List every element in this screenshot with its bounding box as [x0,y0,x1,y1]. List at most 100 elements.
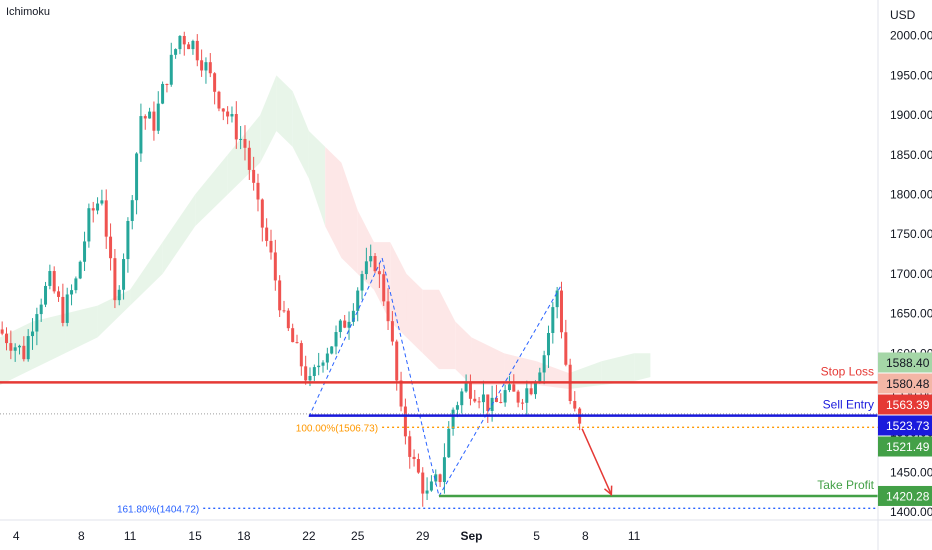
candle-body [525,388,529,403]
candle-body [148,111,152,119]
candle-body [533,382,537,395]
stop-loss-label: Stop Loss [821,364,874,378]
candle-body [512,384,516,392]
target-arrow-head [603,485,613,497]
candle-body [395,341,399,381]
cloud-segment [292,91,309,179]
candle-body [113,258,117,301]
candle-body [304,366,308,381]
harmonic-ab-line [381,257,440,497]
candle-body [200,60,204,71]
candle-body [291,328,295,343]
y-tick-label: 1900.00 [890,108,932,122]
candle-body [282,310,286,312]
cloud-segment [406,273,423,354]
cloud-segment [227,115,261,195]
candle-body [117,289,121,301]
candle-body [494,397,498,403]
candle-body [317,365,321,368]
candle-body [325,353,329,363]
candle-body [130,200,134,221]
candle-body [48,271,52,286]
candle-body [369,256,373,262]
candle-body [31,331,35,337]
cloud-segment [390,242,407,338]
cloud-segment [0,321,33,386]
candle-body [39,304,43,315]
candle-body [139,116,143,154]
candle-body [312,367,316,376]
y-tick-label: 1750.00 [890,227,932,241]
candle-body [555,290,559,308]
candle-body [234,114,238,140]
y-tick-label: 1950.00 [890,68,932,82]
cloud-segment [65,305,98,354]
candle-body [87,208,91,242]
candle-body [221,108,225,112]
x-tick-label: 25 [351,529,365,543]
tag-1563-bg [878,394,932,415]
y-tick-label: 1800.00 [890,188,932,202]
candle-body [226,111,230,117]
cloud-segment [373,242,391,322]
candle-body [269,240,273,253]
candle-body [161,83,165,104]
sell-entry-label: Sell Entry [823,398,874,412]
cloud-segment [260,75,277,163]
tag-1580-bg [878,373,932,394]
candle-body [573,400,577,409]
candle-body [403,406,407,437]
candle-body [126,220,130,260]
candle-body [91,208,95,211]
candle-body [503,390,507,403]
candle-body [377,271,381,275]
candle-body [334,332,338,347]
candle-body [299,343,303,367]
price-tags: 1588.40 1580.48 1563.39 1523.73 1521.49 1420.… [878,352,932,506]
candle-body [343,320,347,328]
candle-body [434,474,438,482]
cloud-segment [341,162,358,274]
candle-body [0,329,4,334]
x-tick-label: 4 [13,529,20,543]
cloud-segment [536,361,570,390]
candle-body [208,62,212,74]
candle-body [429,481,433,491]
candle-body [213,73,217,92]
candle-body [135,153,139,201]
candle-body [338,320,342,333]
candle-body [278,280,282,311]
candle-body [169,54,173,85]
tag-1420: 1420.28 [886,489,930,503]
tag-1563: 1563.39 [886,398,930,412]
y-tick-label: 1650.00 [890,307,932,321]
candle-body [412,456,416,460]
tag-1588-bg [878,352,932,373]
candle-body [104,200,108,237]
candle-body [204,62,208,71]
x-tick-label: 11 [628,529,641,543]
candle-body [364,261,368,275]
candle-body [152,111,156,131]
candle-body [52,271,56,292]
cloud-segment [162,194,196,274]
candle-body [360,274,364,291]
candle-body [74,278,78,291]
candle-body [35,314,39,332]
candle-body [347,321,351,328]
candle-body [44,285,48,305]
candle-body [382,274,386,302]
y-tick-label: 2000.00 [890,29,932,43]
candle-body [178,35,182,50]
candle-body [464,381,468,392]
candle-body [373,256,377,272]
x-tick-label: 29 [416,529,430,543]
candle-body [273,252,277,281]
candle-body [416,459,420,473]
tag-1420-bg [878,485,932,506]
candle-body [5,333,9,344]
take-profit-label: Take Profit [817,478,874,492]
currency-label: USD [890,8,916,22]
